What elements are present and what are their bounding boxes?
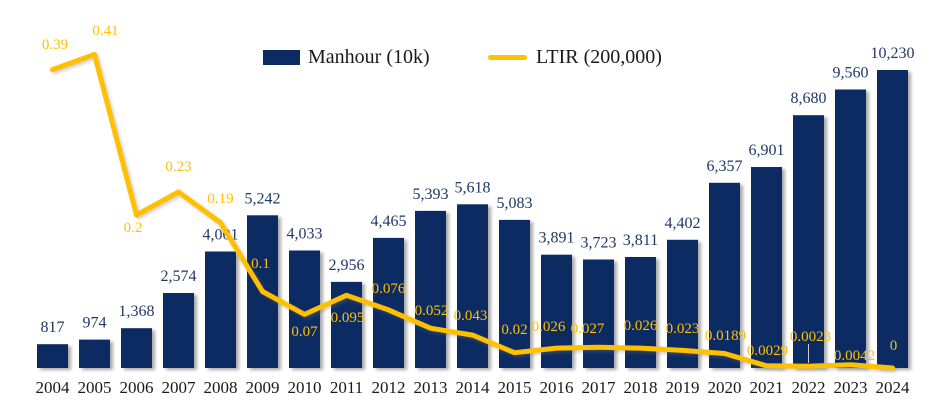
manhour-value-label: 1,368 [119, 303, 155, 320]
x-axis-label: 2016 [540, 378, 574, 397]
bar-2020 [709, 182, 740, 368]
manhour-value-label: 2,574 [161, 268, 197, 285]
ltir-value-label: 0.0023 [790, 329, 831, 345]
x-axis-label: 2022 [792, 378, 826, 397]
ltir-value-label: 0.07 [291, 324, 318, 340]
ltir-value-label: 0.39 [42, 37, 68, 53]
x-axis-label: 2006 [120, 378, 154, 397]
ltir-value-label: 0.026 [532, 319, 566, 335]
manhour-value-label: 3,723 [581, 235, 617, 252]
x-axis-label: 2004 [36, 378, 71, 397]
manhour-legend-label: Manhour (10k) [308, 46, 430, 68]
manhour-value-label: 3,811 [623, 232, 658, 249]
manhour-value-label: 10,230 [871, 45, 915, 62]
manhour-value-label: 5,083 [497, 195, 533, 212]
legend-item-ltir: LTIR (200,000) [488, 46, 662, 69]
manhour-value-label: 8,680 [791, 90, 827, 107]
manhour-value-label: 5,618 [455, 179, 491, 196]
manhour-value-label: 9,560 [833, 65, 869, 82]
bar-2021 [751, 167, 782, 368]
manhour-value-label: 4,402 [665, 215, 701, 232]
bar-2004 [37, 344, 68, 368]
bar-2013 [415, 210, 446, 368]
bar-2017 [583, 259, 614, 368]
bar-2015 [499, 219, 530, 368]
ltir-value-label: 0.2 [124, 220, 143, 236]
ltir-value-label: 0.41 [92, 23, 118, 39]
ltir-value-label: 0.0189 [705, 328, 746, 344]
manhour-value-label: 817 [41, 319, 65, 336]
ltir-value-label: 0.02 [501, 322, 527, 338]
ltir-value-label: 0.1 [251, 256, 270, 272]
ltir-value-label: 0.19 [207, 191, 233, 207]
manhour-value-label: 2,956 [329, 257, 365, 274]
manhour-bar-swatch-icon [263, 50, 300, 65]
ltir-value-label: 0.023 [666, 321, 700, 337]
manhour-value-label: 3,891 [539, 230, 575, 247]
ltir-value-label: 0.026 [624, 318, 658, 334]
ltir-value-label: 0 [890, 338, 898, 354]
x-axis-label: 2008 [204, 378, 238, 397]
bar-2022 [793, 115, 824, 368]
x-axis-label: 2018 [624, 378, 658, 397]
ltir-line [50, 51, 895, 371]
x-axis-label: 2007 [162, 378, 197, 397]
manhour-value-label: 4,033 [287, 226, 323, 243]
x-axis-label: 2014 [456, 378, 491, 397]
bar-2014 [457, 204, 488, 368]
ltir-value-label: 0.23 [165, 159, 191, 175]
ltir-value-label: 0.043 [454, 308, 488, 324]
ltir-legend-label: LTIR (200,000) [536, 46, 662, 68]
ltir-value-label: 0.052 [415, 303, 449, 319]
x-axis-label: 2011 [330, 378, 363, 397]
x-axis-label: 2015 [498, 378, 532, 397]
bar-2007 [163, 293, 194, 368]
manhour-value-label: 974 [83, 315, 107, 332]
ltir-value-label: 0.076 [372, 281, 406, 297]
x-axis-label: 2024 [876, 378, 911, 397]
x-axis-label: 2012 [372, 378, 406, 397]
ltir-value-label: 0.0042 [834, 348, 875, 364]
x-axis-label: 2010 [288, 378, 322, 397]
manhour-value-label: 5,393 [413, 186, 449, 203]
ltir-line-swatch-icon [488, 55, 527, 60]
manhour-value-label: 5,242 [245, 190, 281, 207]
x-axis-label: 2005 [78, 378, 112, 397]
x-axis-label: 2009 [246, 378, 280, 397]
bar-2018 [625, 257, 656, 368]
x-axis-label: 2019 [666, 378, 700, 397]
manhour-value-label: 6,901 [749, 142, 785, 159]
legend-item-manhour: Manhour (10k) [263, 46, 430, 69]
bar-2008 [205, 251, 236, 368]
chart-legend: Manhour (10k) LTIR (200,000) [0, 46, 929, 74]
bar-2023 [835, 89, 866, 368]
bar-2005 [79, 339, 110, 368]
manhour-value-label: 4,465 [371, 213, 407, 230]
x-axis-label: 2023 [834, 378, 868, 397]
x-axis-label: 2017 [582, 378, 617, 397]
x-axis-label: 2020 [708, 378, 742, 397]
x-axis-label: 2013 [414, 378, 448, 397]
ltir-value-label: 0.027 [571, 321, 605, 337]
bar-2006 [121, 328, 152, 368]
bar-2024 [877, 70, 908, 368]
ltir-value-label: 0.095 [331, 310, 365, 326]
x-axis-label: 2021 [750, 378, 784, 397]
ltir-value-label: 0.0029 [747, 343, 788, 359]
bar-2012 [373, 237, 404, 368]
manhour-value-label: 6,357 [707, 158, 743, 175]
bar-2019 [667, 239, 698, 368]
